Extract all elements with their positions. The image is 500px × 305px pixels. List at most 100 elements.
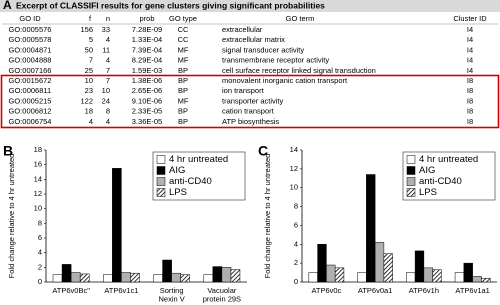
panel-label: B xyxy=(3,143,13,159)
x-tick-label: ATP6v0c xyxy=(311,286,341,295)
bar xyxy=(366,174,376,283)
x-tick-label: Vacuolar protein 29S xyxy=(203,286,241,304)
table-cell: 8.29E-04 xyxy=(132,56,162,65)
table-cell: 4 xyxy=(106,35,110,44)
bar xyxy=(317,244,327,283)
table-cell: I4 xyxy=(467,56,473,65)
table-cell: BP xyxy=(178,86,188,95)
bar xyxy=(103,274,113,283)
bar xyxy=(203,274,214,283)
y-axis-label: Fold change relative to 4 hr untreated xyxy=(7,154,16,279)
y-tick-label: 8 xyxy=(38,218,42,227)
y-tick-label: 6 xyxy=(294,220,298,229)
legend-swatch xyxy=(406,166,416,175)
table-cell: I8 xyxy=(467,117,473,126)
y-tick-label: 0 xyxy=(38,277,42,286)
bar xyxy=(334,267,345,283)
table-cell: 33 xyxy=(102,25,110,34)
table-cell: BP xyxy=(178,107,188,116)
bar xyxy=(374,242,385,283)
table-cell: 7.28E-09 xyxy=(132,25,162,34)
table-cell: 10 xyxy=(102,86,110,95)
legend-box xyxy=(402,151,496,201)
y-tick-label: 6 xyxy=(38,233,42,242)
table-cell: extracellular xyxy=(222,25,263,34)
bar xyxy=(153,274,163,283)
table-title: Excerpt of CLASSIFI results for gene clu… xyxy=(16,0,325,10)
table-cell: I4 xyxy=(467,66,473,75)
table-cell: 25 xyxy=(85,66,93,75)
bar xyxy=(326,264,336,283)
table-cell: transporter activity xyxy=(222,96,284,105)
table-cell: 1.38E-06 xyxy=(132,76,162,85)
legend-label: 4 hr untreated xyxy=(419,154,478,165)
legend-swatch xyxy=(156,188,166,197)
x-tick-label: ATP6v1a1 xyxy=(455,286,489,295)
table-cell: 7 xyxy=(89,56,93,65)
table-cell: CC xyxy=(178,25,189,34)
table-cell: BP xyxy=(178,117,188,126)
table-cell: 23 xyxy=(85,86,93,95)
table-cell: ATP biosynthesis xyxy=(222,117,279,126)
legend-label: anti-CD40 xyxy=(419,176,462,187)
legend-label: LPS xyxy=(169,187,187,198)
table-cell: cation transport xyxy=(222,107,275,116)
table-cell: 4 xyxy=(106,56,110,65)
table-cell: 156 xyxy=(80,25,93,34)
legend-label: anti-CD40 xyxy=(169,176,212,187)
table-cell: MF xyxy=(178,45,189,54)
bar xyxy=(414,250,425,283)
table-cell: I8 xyxy=(467,107,473,116)
table-cell: 7 xyxy=(106,76,110,85)
table-cell: 3.36E-05 xyxy=(132,117,162,126)
y-tick-label: 16 xyxy=(34,160,42,169)
table-cell: 8 xyxy=(106,107,110,116)
legend-label: AIG xyxy=(169,165,185,176)
x-tick-label: ATP6v1h xyxy=(409,286,439,295)
x-tick-label: ATP6v0Bc" xyxy=(52,286,90,295)
legend-label: 4 hr untreated xyxy=(169,154,228,165)
y-tick-label: 12 xyxy=(290,164,298,173)
legend-box xyxy=(152,151,246,201)
table-cell: cell surface receptor linked signal tran… xyxy=(222,66,376,75)
table-cell: 7.39E-04 xyxy=(132,45,162,54)
y-tick-label: 14 xyxy=(290,145,298,154)
table-cell: 18 xyxy=(85,107,93,116)
table-cell: 1.33E-04 xyxy=(132,35,162,44)
legend-label: LPS xyxy=(419,187,437,198)
table-cell: 122 xyxy=(80,96,93,105)
x-tick-label: Sorting Nexin V xyxy=(158,286,184,304)
table-cell: transmembrane receptor activity xyxy=(222,56,329,65)
bar xyxy=(481,277,491,283)
table-cell: 24 xyxy=(102,96,110,105)
table-cell: BP xyxy=(178,76,188,85)
legend-swatch xyxy=(156,177,166,186)
legend-swatch xyxy=(406,155,416,164)
table-cell: GO:0005578 xyxy=(9,35,52,44)
y-tick-label: 8 xyxy=(294,202,298,211)
bar xyxy=(406,272,416,283)
x-tick-label: ATP6v1c1 xyxy=(104,286,138,295)
table-cell: 4 xyxy=(106,117,110,126)
y-tick-label: 10 xyxy=(34,204,42,213)
table-cell: I4 xyxy=(467,45,473,54)
y-tick-label: 10 xyxy=(290,183,298,192)
bar xyxy=(230,269,241,283)
table-cell: ion transport xyxy=(222,86,265,95)
table-cell: GO:0004888 xyxy=(9,56,52,65)
bar xyxy=(432,269,442,283)
column-header: Cluster ID xyxy=(453,14,487,23)
table-cell: GO:0006754 xyxy=(9,117,52,126)
table-cell: MF xyxy=(178,96,189,105)
table-cell: BP xyxy=(178,66,188,75)
table-cell: CC xyxy=(178,35,189,44)
table-cell: GO:0005215 xyxy=(9,96,52,105)
column-header: GO term xyxy=(286,14,315,23)
bar xyxy=(221,267,232,283)
legend-swatch xyxy=(406,177,416,186)
bar xyxy=(121,272,131,283)
table-cell: I8 xyxy=(467,96,473,105)
table-cell: 4 xyxy=(89,117,93,126)
y-tick-label: 18 xyxy=(34,145,42,154)
